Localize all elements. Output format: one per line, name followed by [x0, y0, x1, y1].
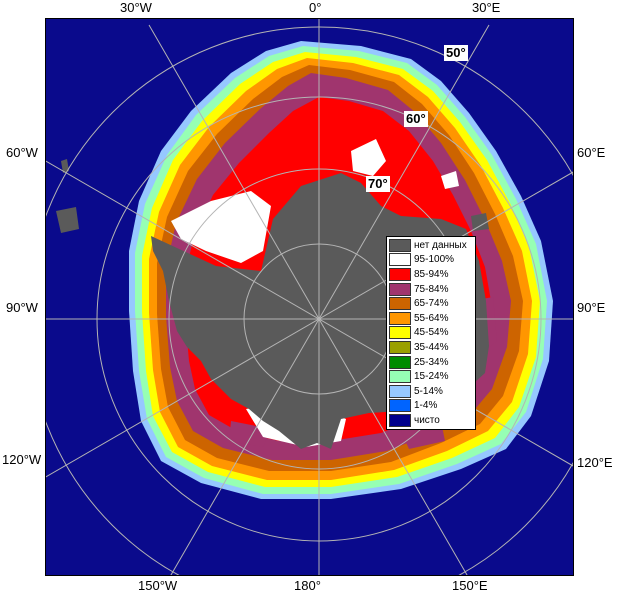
- legend-row: чисто: [389, 413, 473, 428]
- legend-swatch: [389, 238, 411, 252]
- legend-swatch: [389, 297, 411, 311]
- legend-label: 5-14%: [414, 385, 443, 397]
- legend-label: 75-84%: [414, 283, 449, 295]
- legend-label: 45-54%: [414, 327, 449, 339]
- legend-swatch: [389, 282, 411, 296]
- lon-label-60w: 60°W: [6, 145, 38, 160]
- legend-swatch: [389, 267, 411, 281]
- legend-swatch: [389, 399, 411, 413]
- legend-row: 45-54%: [389, 326, 473, 341]
- lon-label-120e: 120°E: [577, 455, 613, 470]
- legend-swatch: [389, 370, 411, 384]
- legend-row: 25-34%: [389, 355, 473, 370]
- legend-label: 25-34%: [414, 356, 449, 368]
- legend-label: 85-94%: [414, 268, 449, 280]
- longitude-grid: [46, 19, 573, 575]
- legend: нет данных 95-100% 85-94% 75-84% 65-74% 55-64…: [386, 236, 476, 430]
- meridian-60e-120w: [46, 171, 573, 478]
- legend-row: 75-84%: [389, 282, 473, 297]
- legend-label: 1-4%: [414, 400, 438, 412]
- lon-label-0: 0°: [309, 0, 322, 15]
- lon-label-120w: 120°W: [2, 452, 42, 467]
- lat-label-60: 60°: [404, 111, 428, 127]
- legend-swatch: [389, 311, 411, 325]
- lon-label-30w: 30°W: [120, 0, 152, 15]
- legend-swatch: [389, 413, 411, 427]
- legend-row: нет данных: [389, 238, 473, 253]
- legend-swatch: [389, 253, 411, 267]
- lon-label-180: 180°: [294, 578, 321, 593]
- legend-row: 85-94%: [389, 267, 473, 282]
- legend-row: 15-24%: [389, 369, 473, 384]
- legend-label: 15-24%: [414, 371, 449, 383]
- legend-row: 65-74%: [389, 296, 473, 311]
- lon-label-150e: 150°E: [452, 578, 488, 593]
- lat-label-70: 70°: [366, 176, 390, 192]
- legend-swatch: [389, 340, 411, 354]
- lon-label-150w: 150°W: [138, 578, 178, 593]
- lon-label-90w: 90°W: [6, 300, 38, 315]
- legend-label: 55-64%: [414, 312, 449, 324]
- legend-label: 95-100%: [414, 254, 455, 266]
- legend-row: 5-14%: [389, 384, 473, 399]
- legend-row: 35-44%: [389, 340, 473, 355]
- legend-row: 55-64%: [389, 311, 473, 326]
- legend-label: чисто: [414, 414, 440, 426]
- polar-projection: [46, 19, 573, 575]
- legend-label: 35-44%: [414, 341, 449, 353]
- lon-label-30e: 30°E: [472, 0, 501, 15]
- sea-ice-map: нет данных 95-100% 85-94% 75-84% 65-74% 55-64…: [45, 18, 574, 576]
- ice-patch-95-100: [171, 139, 459, 447]
- lon-label-90e: 90°E: [577, 300, 606, 315]
- legend-swatch: [389, 384, 411, 398]
- legend-swatch: [389, 326, 411, 340]
- lat-label-50: 50°: [444, 45, 468, 61]
- legend-row: 95-100%: [389, 253, 473, 268]
- lon-label-60e: 60°E: [577, 145, 606, 160]
- legend-swatch: [389, 355, 411, 369]
- legend-label: нет данных: [414, 239, 467, 251]
- legend-label: 65-74%: [414, 298, 449, 310]
- legend-row: 1-4%: [389, 399, 473, 414]
